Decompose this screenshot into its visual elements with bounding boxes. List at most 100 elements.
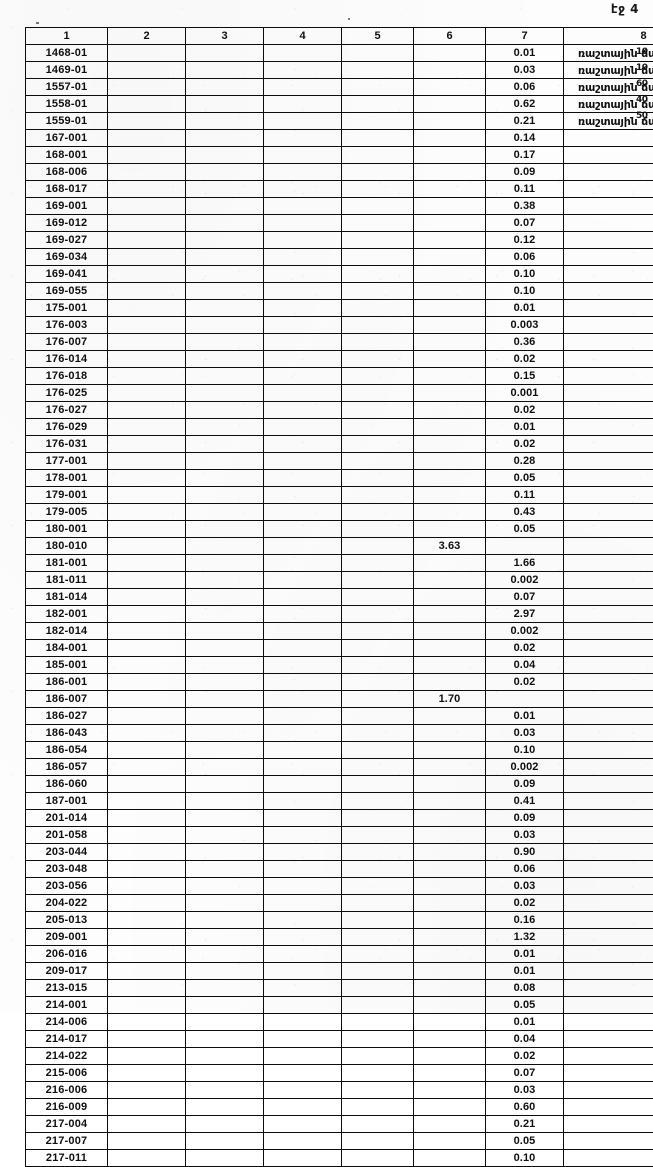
cell-col3 <box>186 1031 264 1048</box>
cell-col4 <box>264 725 342 742</box>
cell-col7: 0.60 <box>486 1099 564 1116</box>
cell-code: 168-001 <box>26 147 108 164</box>
cell-col4 <box>264 385 342 402</box>
cell-col2 <box>108 1065 186 1082</box>
cell-col3 <box>186 1014 264 1031</box>
cell-col3 <box>186 402 264 419</box>
cell-col6: 3.63 <box>414 538 486 555</box>
overflow-fragment <box>636 476 653 492</box>
column-header-3: 3 <box>186 28 264 45</box>
column-header-4: 4 <box>264 28 342 45</box>
cell-col7: 0.90 <box>486 844 564 861</box>
cell-col2 <box>108 300 186 317</box>
cell-col7: 0.03 <box>486 725 564 742</box>
cell-col6 <box>414 555 486 572</box>
overflow-fragment <box>636 172 653 188</box>
cell-col2 <box>108 572 186 589</box>
cell-col4 <box>264 623 342 640</box>
cell-col6 <box>414 810 486 827</box>
overflow-fragment <box>636 204 653 220</box>
cell-col7: 1.66 <box>486 555 564 572</box>
cell-col2 <box>108 487 186 504</box>
cell-col7: 0.11 <box>486 181 564 198</box>
cell-col3 <box>186 708 264 725</box>
cell-col5 <box>342 946 414 963</box>
cell-col4 <box>264 96 342 113</box>
column-header-7: 7 <box>486 28 564 45</box>
cell-col2 <box>108 1014 186 1031</box>
overflow-fragment <box>636 588 653 604</box>
cell-col6 <box>414 963 486 980</box>
cell-col3 <box>186 215 264 232</box>
cell-col2 <box>108 283 186 300</box>
cell-col3 <box>186 1099 264 1116</box>
cell-col2 <box>108 793 186 810</box>
cell-col2 <box>108 963 186 980</box>
cell-col6 <box>414 878 486 895</box>
cell-code: 214-017 <box>26 1031 108 1048</box>
cell-col2 <box>108 725 186 742</box>
cell-col5 <box>342 725 414 742</box>
cell-col6 <box>414 504 486 521</box>
overflow-fragment <box>636 508 653 524</box>
cell-col5 <box>342 980 414 997</box>
overflow-fragment <box>636 828 653 844</box>
cell-code: 186-001 <box>26 674 108 691</box>
cell-col2 <box>108 657 186 674</box>
cell-col6 <box>414 147 486 164</box>
overflow-fragment <box>636 444 653 460</box>
cell-col4 <box>264 640 342 657</box>
cell-col7: 0.21 <box>486 1116 564 1133</box>
overflow-fragment <box>636 396 653 412</box>
cell-col7: 0.07 <box>486 215 564 232</box>
overflow-fragment <box>636 300 653 316</box>
cell-col2 <box>108 1099 186 1116</box>
cell-col6 <box>414 827 486 844</box>
cell-col6 <box>414 283 486 300</box>
cell-col7: 0.10 <box>486 266 564 283</box>
cell-col7: 0.02 <box>486 640 564 657</box>
cell-code: 184-001 <box>26 640 108 657</box>
cell-col2 <box>108 181 186 198</box>
cell-code: 203-044 <box>26 844 108 861</box>
cell-col4 <box>264 555 342 572</box>
cell-code: 1468-01 <box>26 45 108 62</box>
cell-col4 <box>264 62 342 79</box>
cell-col2 <box>108 317 186 334</box>
cell-col4 <box>264 742 342 759</box>
cell-col4 <box>264 844 342 861</box>
cell-col3 <box>186 997 264 1014</box>
cell-col4 <box>264 810 342 827</box>
cell-code: 1469-01 <box>26 62 108 79</box>
cell-col3 <box>186 334 264 351</box>
cell-col4 <box>264 963 342 980</box>
overflow-fragment <box>636 492 653 508</box>
cell-col7: 0.05 <box>486 1133 564 1150</box>
cell-col3 <box>186 640 264 657</box>
overflow-fragment <box>636 812 653 828</box>
cell-col5 <box>342 96 414 113</box>
cell-col2 <box>108 929 186 946</box>
cell-code: 168-006 <box>26 164 108 181</box>
cell-col5 <box>342 1150 414 1167</box>
cell-col5 <box>342 487 414 504</box>
cell-col3 <box>186 521 264 538</box>
cell-col5 <box>342 198 414 215</box>
cell-col4 <box>264 572 342 589</box>
